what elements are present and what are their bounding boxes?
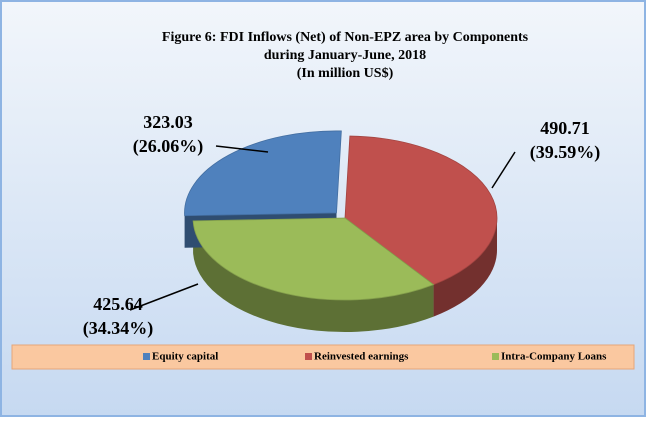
legend-background (11, 344, 635, 370)
data-label: (26.06%) (133, 136, 204, 157)
slice-side (193, 220, 434, 332)
legend-swatch (143, 353, 150, 360)
chart-subtitle: (In million US$) (297, 66, 394, 81)
data-label: 490.71 (540, 118, 590, 138)
legend-swatch (305, 353, 312, 360)
slice (192, 217, 435, 301)
legend-label: Equity capital (152, 351, 218, 363)
slice (344, 135, 498, 286)
slice (184, 130, 342, 217)
chart-title: Figure 6: FDI Inflows (Net) of Non-EPZ a… (162, 30, 529, 45)
data-label: 323.03 (143, 112, 193, 132)
legend-swatch (492, 353, 499, 360)
data-label: (39.59%) (530, 142, 601, 163)
leader-line (215, 145, 269, 153)
chart-title: during January-June, 2018 (264, 48, 426, 63)
data-label: (34.34%) (83, 318, 154, 339)
leader-line (129, 283, 199, 311)
slice-side (433, 218, 497, 317)
leader-line (491, 151, 516, 189)
data-label: 425.64 (93, 294, 143, 314)
legend-label: Reinvested earnings (314, 351, 409, 363)
legend-label: Intra-Company Loans (501, 351, 607, 363)
